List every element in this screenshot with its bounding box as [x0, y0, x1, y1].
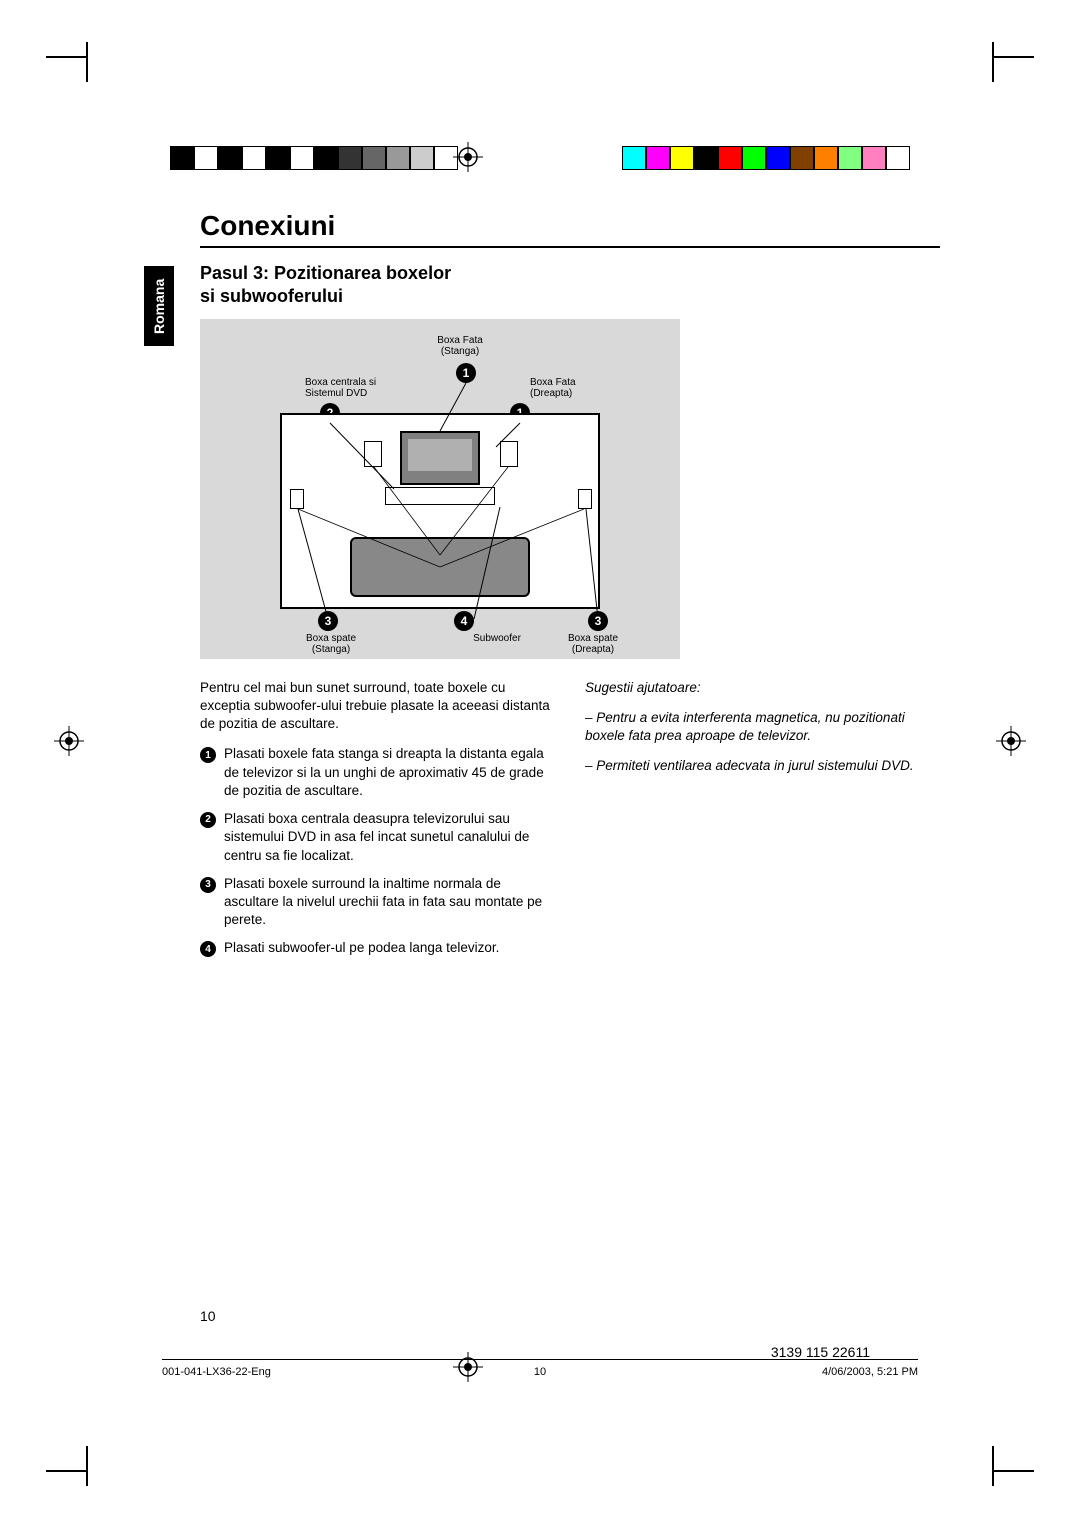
- crop-mark: [46, 1470, 86, 1472]
- crop-mark: [994, 1470, 1034, 1472]
- diagram-label-rear-right: Boxa spate(Dreapta): [558, 633, 628, 655]
- registration-mark-icon: [996, 726, 1026, 756]
- crop-mark: [992, 42, 994, 82]
- hint-text: – Pentru a evita interferenta magnetica,…: [585, 709, 940, 745]
- page-content: Conexiuni Pasul 3: Pozitionarea boxelor …: [200, 210, 940, 968]
- footer: 001-041-LX36-22-Eng 10 4/06/2003, 5:21 P…: [162, 1359, 918, 1378]
- footer-filename: 001-041-LX36-22-Eng: [162, 1366, 271, 1378]
- speaker-rear-right-icon: [578, 489, 592, 509]
- step-number-icon: 3: [200, 877, 216, 893]
- hint-text: – Permiteti ventilarea adecvata in jurul…: [585, 757, 940, 775]
- step-heading-line: si subwooferului: [200, 286, 343, 306]
- tv-icon: [400, 431, 480, 485]
- page-number: 10: [200, 1308, 216, 1324]
- diagram-badge: 3: [588, 611, 608, 631]
- step-text: Plasati boxele fata stanga si dreapta la…: [224, 745, 555, 800]
- sofa-icon: [350, 537, 530, 597]
- text-columns: Pentru cel mai bun sunet surround, toate…: [200, 679, 940, 968]
- footer-page: 10: [534, 1366, 546, 1378]
- left-column: Pentru cel mai bun sunet surround, toate…: [200, 679, 555, 968]
- step-text: Plasati boxa centrala deasupra televizor…: [224, 810, 555, 865]
- document-number: 3139 115 22611: [771, 1344, 870, 1360]
- step-item: 4 Plasati subwoofer-ul pe podea langa te…: [200, 939, 555, 957]
- diagram-label-center: Boxa centrala siSistemul DVD: [305, 377, 405, 399]
- step-item: 1 Plasati boxele fata stanga si dreapta …: [200, 745, 555, 800]
- section-title: Conexiuni: [200, 210, 940, 248]
- speaker-front-right-icon: [500, 441, 518, 467]
- diagram-badge: 4: [454, 611, 474, 631]
- diagram-label-subwoofer: Subwoofer: [462, 633, 532, 644]
- color-bar-process: [622, 146, 910, 170]
- diagram-badge: 1: [456, 363, 476, 383]
- registration-mark-icon: [54, 726, 84, 756]
- step-item: 3 Plasati boxele surround la inaltime no…: [200, 875, 555, 930]
- speaker-rear-left-icon: [290, 489, 304, 509]
- speaker-front-left-icon: [364, 441, 382, 467]
- registration-mark-icon: [453, 142, 483, 172]
- speaker-placement-diagram: Boxa Fata(Stanga) 1 Boxa centrala siSist…: [200, 319, 680, 659]
- hints-title: Sugestii ajutatoare:: [585, 679, 940, 697]
- step-text: Plasati subwoofer-ul pe podea langa tele…: [224, 939, 499, 957]
- language-tab: Romana: [144, 266, 174, 346]
- right-column: Sugestii ajutatoare: – Pentru a evita in…: [585, 679, 940, 968]
- crop-mark: [994, 56, 1034, 58]
- step-heading-line: Pasul 3: Pozitionarea boxelor: [200, 263, 451, 283]
- intro-text: Pentru cel mai bun sunet surround, toate…: [200, 679, 555, 734]
- step-text: Plasati boxele surround la inaltime norm…: [224, 875, 555, 930]
- diagram-label-front-left: Boxa Fata(Stanga): [420, 335, 500, 357]
- crop-mark: [46, 56, 86, 58]
- step-heading: Pasul 3: Pozitionarea boxelor si subwoof…: [200, 262, 940, 309]
- color-bar-grayscale: [170, 146, 458, 170]
- footer-timestamp: 4/06/2003, 5:21 PM: [822, 1366, 918, 1378]
- diagram-label-rear-left: Boxa spate(Stanga): [296, 633, 366, 655]
- crop-mark: [992, 1446, 994, 1486]
- diagram-badge: 3: [318, 611, 338, 631]
- step-number-icon: 4: [200, 941, 216, 957]
- crop-mark: [86, 1446, 88, 1486]
- step-number-icon: 2: [200, 812, 216, 828]
- crop-mark: [86, 42, 88, 82]
- step-number-icon: 1: [200, 747, 216, 763]
- diagram-label-front-right: Boxa Fata(Dreapta): [530, 377, 600, 399]
- dvd-unit-icon: [385, 487, 495, 505]
- step-item: 2 Plasati boxa centrala deasupra televiz…: [200, 810, 555, 865]
